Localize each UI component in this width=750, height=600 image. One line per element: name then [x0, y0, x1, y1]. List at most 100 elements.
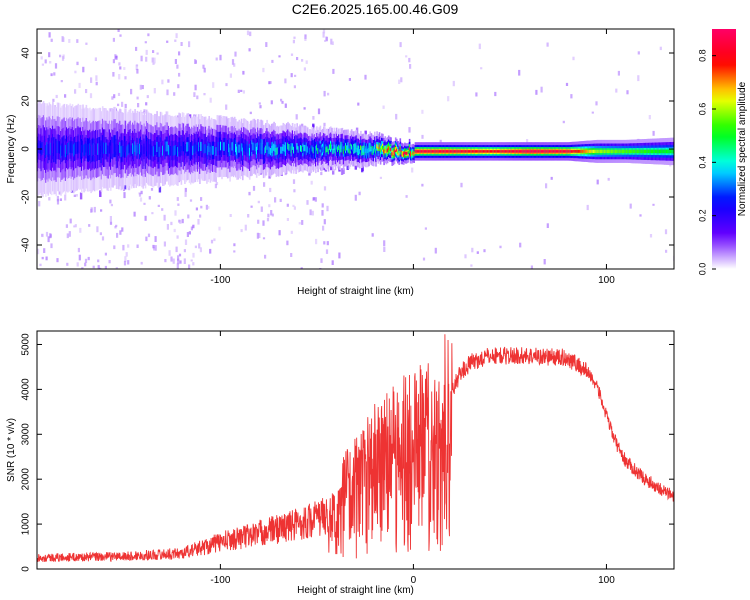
heatmap-cell	[298, 222, 301, 225]
heatmap-cell	[259, 142, 261, 151]
heatmap-cell	[90, 207, 93, 213]
heatmap-cell	[136, 143, 139, 154]
heatmap-cell	[546, 223, 549, 228]
heatmap-cell	[154, 236, 157, 242]
heatmap-cell	[177, 258, 180, 265]
heatmap-cell	[467, 150, 470, 153]
heatmap-cell	[354, 165, 357, 170]
heatmap-cell	[165, 141, 168, 152]
heatmap-cell	[77, 247, 80, 253]
heatmap-cell	[220, 141, 222, 151]
heatmap-cell	[425, 150, 427, 153]
heatmap-cell	[393, 150, 396, 155]
heatmap-cell	[398, 79, 401, 84]
heatmap-cell	[595, 149, 597, 153]
heatmap-cell	[466, 150, 469, 153]
heatmap-cell	[118, 145, 120, 156]
heatmap-cell	[517, 150, 520, 153]
heatmap-cell	[158, 186, 162, 193]
heatmap-cell	[304, 34, 307, 39]
heatmap-cell	[632, 149, 634, 153]
heatmap-cell	[264, 147, 266, 155]
heatmap-cell	[135, 145, 137, 156]
heatmap-cell	[658, 149, 661, 154]
heatmap-cell	[290, 53, 294, 56]
heatmap-cell	[92, 143, 95, 155]
heatmap-cell	[619, 149, 622, 153]
heatmap-cell	[626, 149, 629, 154]
heatmap-cell	[216, 141, 219, 151]
heatmap-cell	[40, 143, 43, 157]
heatmap-cell	[199, 214, 202, 218]
heatmap-cell	[176, 197, 179, 201]
heatmap-cell	[186, 142, 188, 152]
heatmap-cell	[293, 85, 296, 89]
heatmap-cell	[244, 224, 247, 231]
heatmap-cell	[176, 263, 179, 269]
heatmap-cell	[506, 150, 508, 153]
heatmap-cell	[68, 39, 71, 43]
heatmap-cell	[283, 144, 286, 152]
heatmap-cell	[315, 238, 318, 245]
heatmap-cell	[177, 147, 179, 157]
heatmap-cell	[94, 143, 97, 155]
heatmap-cell	[143, 202, 146, 205]
heatmap-cell	[572, 56, 575, 61]
heatmap-cell	[487, 150, 490, 153]
heatmap-cell	[464, 150, 466, 153]
heatmap-cell	[267, 145, 270, 153]
heatmap-cell	[98, 142, 100, 155]
heatmap-cell	[367, 148, 369, 154]
heatmap-cell	[93, 206, 96, 213]
heatmap-cell	[38, 140, 40, 153]
heatmap-cell	[215, 57, 218, 61]
heatmap-cell	[342, 168, 345, 174]
heatmap-cell	[452, 150, 455, 153]
heatmap-cell	[50, 73, 53, 77]
heatmap-cell	[153, 57, 156, 64]
heatmap-cell	[321, 210, 324, 216]
heatmap-cell	[372, 148, 375, 153]
heatmap-cell	[42, 140, 45, 153]
heatmap-cell	[188, 41, 191, 48]
heatmap-cell	[499, 150, 501, 153]
heatmap-cell	[665, 249, 668, 253]
heatmap-cell	[641, 149, 644, 154]
heatmap-cell	[45, 256, 48, 261]
heatmap-cell	[82, 140, 84, 153]
heatmap-cell	[61, 36, 64, 42]
heatmap-cell	[252, 185, 256, 191]
heatmap-cell	[231, 142, 234, 151]
heatmap-cell	[214, 183, 217, 189]
heatmap-cell	[397, 150, 399, 154]
heatmap-cell	[657, 149, 660, 154]
heatmap-cell	[192, 262, 195, 266]
heatmap-cell	[64, 194, 67, 201]
heatmap-cell	[67, 143, 69, 156]
heatmap-cell	[557, 150, 559, 153]
heatmap-cell	[132, 143, 134, 154]
heatmap-cell	[647, 149, 649, 154]
heatmap-cell	[156, 141, 158, 152]
heatmap-cell	[253, 142, 256, 151]
heatmap-cell	[141, 85, 144, 90]
heatmap-cell	[54, 143, 56, 156]
heatmap-cell	[420, 150, 422, 153]
heatmap-cell	[489, 150, 492, 153]
heatmap-cell	[48, 52, 51, 58]
heatmap-cell	[69, 218, 72, 224]
heatmap-cell	[240, 143, 243, 152]
heatmap-cell	[369, 145, 371, 150]
heatmap-cell	[320, 172, 323, 176]
heatmap-cell	[147, 33, 150, 37]
heatmap-cell	[478, 43, 481, 50]
heatmap-cell	[167, 79, 170, 83]
heatmap-cell	[564, 150, 566, 153]
heatmap-cell	[49, 142, 52, 156]
heatmap-cell	[399, 42, 402, 48]
heatmap-cell	[595, 101, 598, 106]
heatmap-cell	[140, 190, 143, 195]
heatmap-cell	[75, 194, 78, 197]
heatmap-cell	[89, 143, 91, 155]
heatmap-cell	[612, 149, 615, 153]
